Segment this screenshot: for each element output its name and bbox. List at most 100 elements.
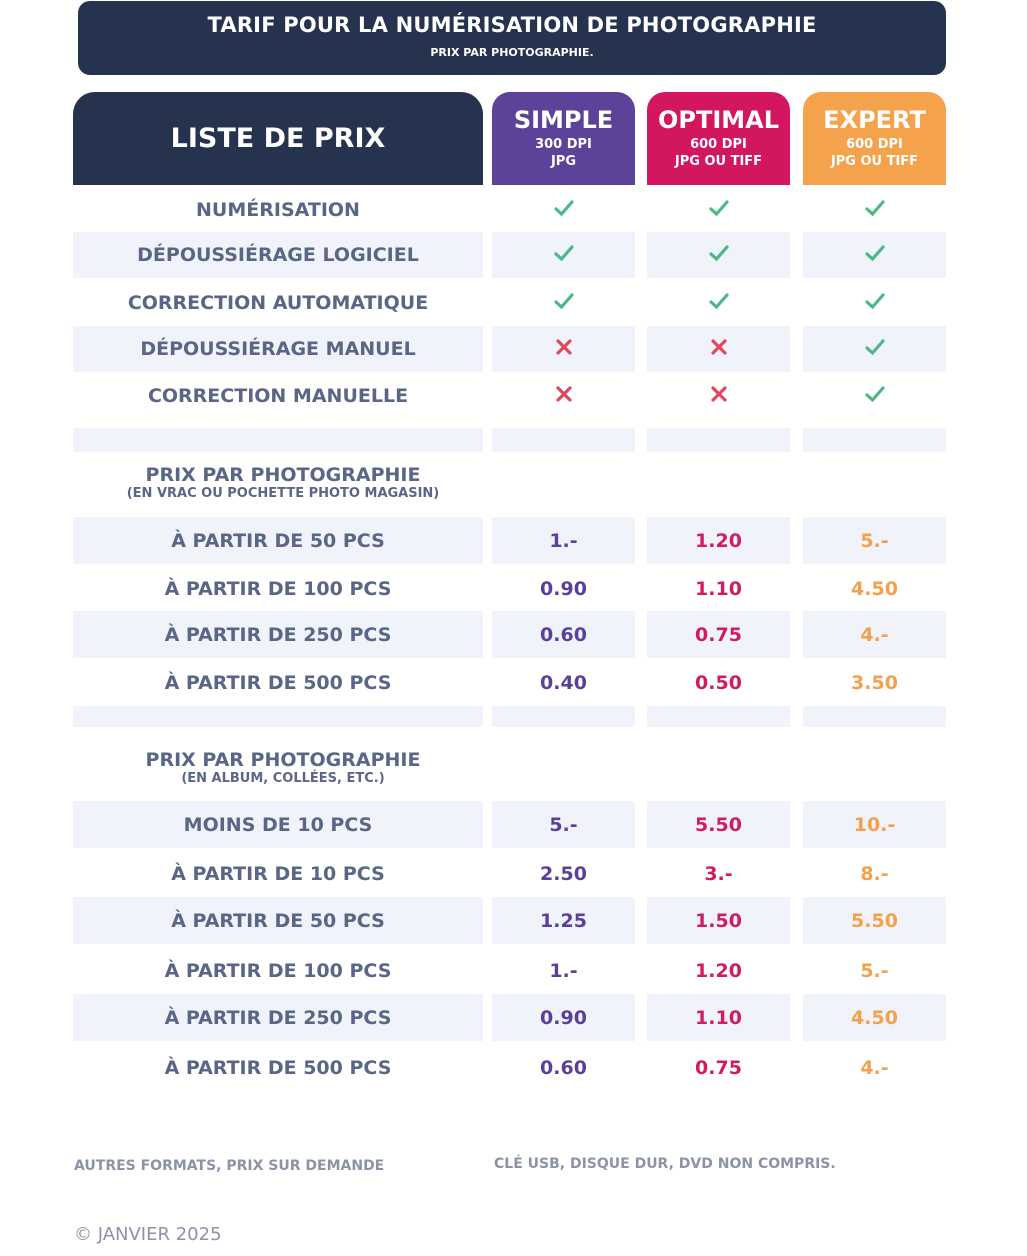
- price-row-label: À PARTIR DE 500 PCS: [164, 672, 392, 694]
- check-icon: [803, 243, 946, 263]
- tier-resolution: 600 DPI: [846, 137, 903, 152]
- footer-note-formats: AUTRES FORMATS, PRIX SUR DEMANDE: [74, 1158, 385, 1174]
- price-value: 5.-: [860, 530, 889, 552]
- tier-name: EXPERT: [823, 106, 926, 134]
- row-shade-cell: [803, 517, 946, 564]
- price-value: 1.-: [549, 960, 578, 982]
- row-shade-label: [73, 706, 483, 727]
- row-shade-cell: [647, 801, 790, 848]
- price-row-label: À PARTIR DE 250 PCS: [164, 624, 392, 646]
- tier-header-simple: SIMPLE 300 DPI JPG: [492, 92, 635, 185]
- feature-label: CORRECTION AUTOMATIQUE: [127, 292, 429, 314]
- page-title: TARIF POUR LA NUMÉRISATION DE PHOTOGRAPH…: [207, 13, 817, 37]
- row-shade-cell: [803, 428, 946, 452]
- footer-note-media: CLÉ USB, DISQUE DUR, DVD NON COMPRIS.: [494, 1156, 836, 1172]
- row-shade-cell: [647, 994, 790, 1041]
- check-icon: [492, 243, 635, 263]
- check-icon: [647, 291, 790, 311]
- check-icon: [803, 198, 946, 218]
- page-subtitle: PRIX PAR PHOTOGRAPHIE.: [430, 46, 594, 59]
- tier-resolution: 300 DPI: [535, 137, 592, 152]
- price-value: 5.50: [851, 910, 898, 932]
- price-value: 1.20: [695, 530, 742, 552]
- price-value: 10.-: [853, 814, 896, 836]
- row-shade-label: [73, 428, 483, 452]
- tier-header-expert: EXPERT 600 DPI JPG OU TIFF: [803, 92, 946, 185]
- price-row-label: À PARTIR DE 250 PCS: [164, 1007, 392, 1029]
- row-shade-cell: [803, 897, 946, 944]
- check-icon: [803, 291, 946, 311]
- price-value: 1.10: [695, 1007, 742, 1029]
- feature-label: DÉPOUSSIÉRAGE LOGICIEL: [137, 244, 419, 266]
- price-value: 0.40: [540, 672, 587, 694]
- tier-format: JPG OU TIFF: [674, 154, 763, 169]
- title-banner: TARIF POUR LA NUMÉRISATION DE PHOTOGRAPH…: [78, 1, 946, 75]
- price-row-label: À PARTIR DE 10 PCS: [171, 863, 385, 885]
- price-value: 0.90: [540, 1007, 587, 1029]
- tier-name: SIMPLE: [513, 106, 614, 134]
- tier-format: JPG OU TIFF: [830, 154, 919, 169]
- check-icon: [492, 291, 635, 311]
- row-shade-cell: [492, 994, 635, 1041]
- price-value: 1.20: [695, 960, 742, 982]
- check-icon: [647, 198, 790, 218]
- price-value: 1.25: [540, 910, 587, 932]
- section-subtitle: (EN ALBUM, COLLÉES, ETC.): [181, 771, 385, 786]
- price-value: 0.75: [695, 624, 742, 646]
- check-icon: [647, 243, 790, 263]
- price-value: 4.50: [851, 1007, 898, 1029]
- check-icon: [492, 198, 635, 218]
- price-row-label: À PARTIR DE 100 PCS: [164, 578, 392, 600]
- price-value: 5.50: [695, 814, 742, 836]
- row-shade-cell: [647, 517, 790, 564]
- section-title: PRIX PAR PHOTOGRAPHIE: [145, 749, 421, 771]
- row-shade-cell: [803, 611, 946, 658]
- copyright: © JANVIER 2025: [74, 1224, 222, 1245]
- price-value: 0.90: [540, 578, 587, 600]
- row-shade-cell: [647, 428, 790, 452]
- check-icon: [803, 337, 946, 357]
- price-value: 1.-: [549, 530, 578, 552]
- tier-resolution: 600 DPI: [690, 137, 747, 152]
- feature-label: CORRECTION MANUELLE: [147, 385, 409, 407]
- cross-icon: [492, 384, 635, 404]
- row-shade-cell: [492, 517, 635, 564]
- check-icon: [803, 384, 946, 404]
- price-value: 5.-: [549, 814, 578, 836]
- row-shade-cell: [647, 897, 790, 944]
- tier-format: JPG: [550, 154, 577, 169]
- cross-icon: [647, 337, 790, 357]
- price-row-label: À PARTIR DE 50 PCS: [171, 530, 385, 552]
- row-shade-cell: [647, 706, 790, 727]
- price-row-label: À PARTIR DE 500 PCS: [164, 1057, 392, 1079]
- price-row-label: À PARTIR DE 100 PCS: [164, 960, 392, 982]
- price-value: 2.50: [540, 863, 587, 885]
- feature-label: DÉPOUSSIÉRAGE MANUEL: [140, 338, 416, 360]
- price-row-label: MOINS DE 10 PCS: [183, 814, 373, 836]
- row-shade-cell: [492, 706, 635, 727]
- row-shade-label: [73, 801, 483, 848]
- row-shade-cell: [803, 801, 946, 848]
- price-value: 4.-: [860, 624, 889, 646]
- row-shade-cell: [492, 897, 635, 944]
- price-value: 0.60: [540, 1057, 587, 1079]
- row-shade-label: [73, 611, 483, 658]
- tier-header-optimal: OPTIMAL 600 DPI JPG OU TIFF: [647, 92, 790, 185]
- row-shade-label: [73, 897, 483, 944]
- cross-icon: [492, 337, 635, 357]
- row-shade-cell: [492, 611, 635, 658]
- price-row-label: À PARTIR DE 50 PCS: [171, 910, 385, 932]
- price-value: 1.50: [695, 910, 742, 932]
- tier-name: OPTIMAL: [657, 106, 780, 134]
- price-value: 0.50: [695, 672, 742, 694]
- section-header-loose: PRIX PAR PHOTOGRAPHIE (EN VRAC OU POCHET…: [73, 464, 493, 501]
- price-value: 4.50: [851, 578, 898, 600]
- cross-icon: [647, 384, 790, 404]
- section-title: PRIX PAR PHOTOGRAPHIE: [145, 464, 421, 486]
- row-shade-cell: [803, 994, 946, 1041]
- price-value: 4.-: [860, 1057, 889, 1079]
- price-value: 5.-: [860, 960, 889, 982]
- price-value: 8.-: [860, 863, 889, 885]
- section-header-album: PRIX PAR PHOTOGRAPHIE (EN ALBUM, COLLÉES…: [73, 749, 493, 786]
- row-shade-cell: [803, 706, 946, 727]
